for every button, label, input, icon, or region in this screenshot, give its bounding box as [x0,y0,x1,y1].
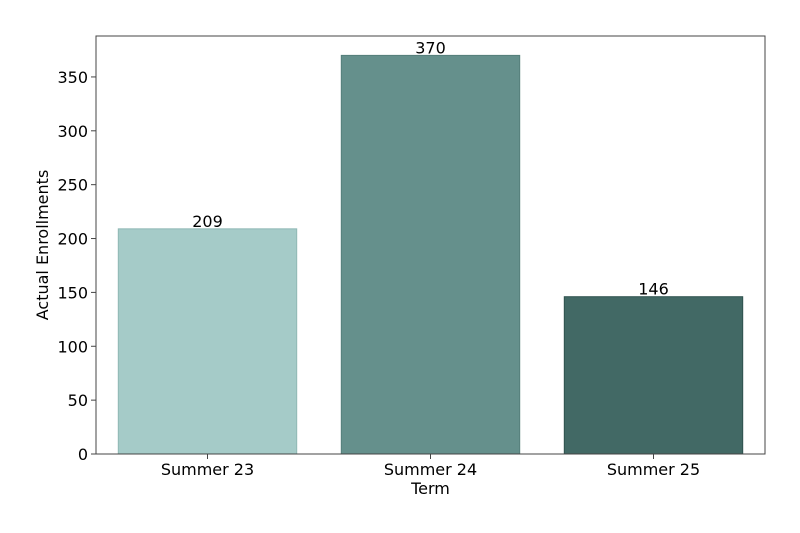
y-tick-label: 350 [57,68,88,87]
data-label: 146 [638,280,669,299]
bar [117,228,298,455]
bar [563,296,744,455]
x-tick-label: Summer 25 [607,460,700,479]
x-axis-title: Term [410,479,450,498]
y-tick-label: 0 [78,445,88,464]
y-tick-label: 150 [57,283,88,302]
y-axis-title: Actual Enrollments [33,170,52,321]
y-tick-label: 50 [68,391,88,410]
x-tick-label: Summer 24 [384,460,477,479]
bar [340,54,521,455]
data-labels-layer: 209 370 146 [192,38,669,298]
y-tick-label: 100 [57,337,88,356]
data-label: 209 [192,212,223,231]
x-axis: Summer 23 Summer 24 Summer 25 [161,454,700,479]
y-tick-label: 200 [57,230,88,249]
y-tick-label: 250 [57,176,88,195]
y-tick-label: 300 [57,122,88,141]
y-axis: 0 50 100 150 200 250 300 350 [57,68,96,464]
x-tick-label: Summer 23 [161,460,254,479]
bars-layer [117,54,744,455]
data-label: 370 [415,38,446,57]
